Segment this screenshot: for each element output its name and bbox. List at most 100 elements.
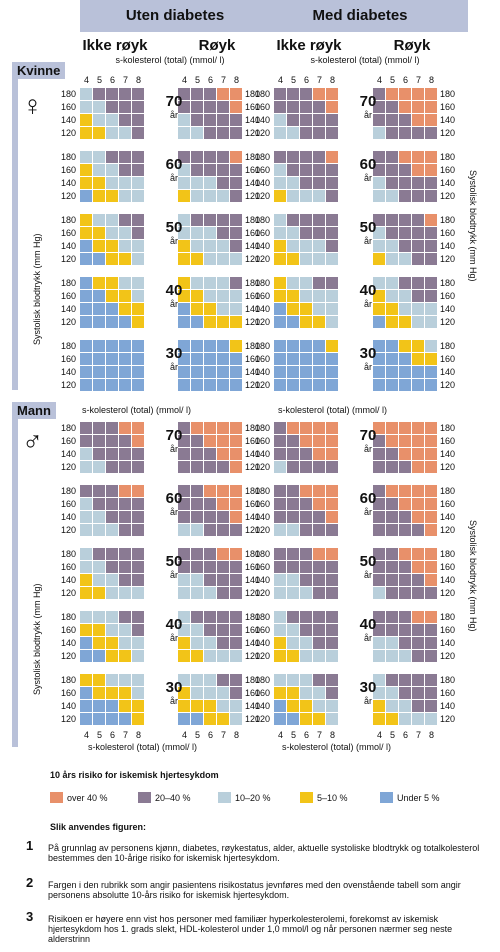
risk-cell [204,366,216,378]
risk-cell [326,227,338,239]
risk-cell [373,611,385,623]
risk-cell [93,253,105,265]
risk-cell [313,650,325,662]
risk-cell [425,88,437,100]
bp-tick-label: 120 [245,317,261,327]
age-label-50: 50 år [161,554,187,581]
risk-cell [425,151,437,163]
risk-cell [425,498,437,510]
risk-cell [230,366,242,378]
risk-cell [217,151,229,163]
bp-tick-label: 120 [254,651,270,661]
chol-tick-label: 8 [428,730,434,740]
risk-cell [119,650,131,662]
risk-cell [217,101,229,113]
risk-cell [373,101,385,113]
risk-cell [300,151,312,163]
risk-cell [300,637,312,649]
age-value: 50 [359,553,377,570]
bp-tick-label: 140 [60,512,76,522]
risk-cell [204,214,216,226]
risk-cell [412,151,424,163]
age-unit: år [169,236,178,246]
risk-grid-men-age70-col3 [274,422,338,473]
risk-cell [300,353,312,365]
risk-cell [204,290,216,302]
risk-cell [274,151,286,163]
risk-cell [287,637,299,649]
risk-cell [191,713,203,725]
risk-cell [274,574,286,586]
risk-cell [93,674,105,686]
age-label-60: 60 år [355,491,381,518]
note-2-text: Fargen i den rubrikk som angir pasienten… [48,880,461,900]
bp-tick-label: 140 [254,241,270,251]
legend-swatch [50,792,63,803]
note-1-text: På grunnlag av personens kjønn, diabetes… [48,843,480,863]
risk-cell [326,340,338,352]
risk-grid-men-age70-col4 [373,422,437,473]
risk-cell [399,101,411,113]
risk-cell [217,587,229,599]
risk-cell [386,164,398,176]
risk-cell [230,101,242,113]
risk-cell [106,561,118,573]
risk-cell [386,574,398,586]
risk-cell [313,101,325,113]
risk-cell [217,316,229,328]
risk-cell [313,316,325,328]
risk-cell [178,227,190,239]
risk-cell [132,316,144,328]
risk-cell [204,253,216,265]
risk-cell [425,674,437,686]
risk-cell [80,114,92,126]
legend-item-r10: 10–20 % [218,792,271,803]
legend-item-r5: 5–10 % [300,792,348,803]
age-label-60: 60 år [161,491,187,518]
risk-cell [287,303,299,315]
bp-tick-label: 120 [60,651,76,661]
risk-cell [326,366,338,378]
risk-cell [373,448,385,460]
risk-cell [412,713,424,725]
bp-tick-label: 180 [440,278,456,288]
risk-cell [313,340,325,352]
risk-cell [313,637,325,649]
bp-tick-label: 180 [60,341,76,351]
risk-cell [178,164,190,176]
risk-cell [373,461,385,473]
bp-tick-label: 160 [60,625,76,635]
risk-cell [93,574,105,586]
risk-grid-women-age60-col3 [274,151,338,202]
risk-cell [373,214,385,226]
risk-cell [191,164,203,176]
bp-label-women-left: Systolisk blodtrykk (mm Hg) [32,233,42,345]
legend-item-r40: over 40 % [50,792,108,803]
risk-cell [119,164,131,176]
risk-cell [373,637,385,649]
risk-cell [191,700,203,712]
sex-label-mann: Mann [12,402,56,419]
bp-tick-label: 140 [245,115,261,125]
risk-cell [373,524,385,536]
risk-cell [230,303,242,315]
risk-cell [412,524,424,536]
bp-tick-label: 140 [60,304,76,314]
risk-cell [287,114,299,126]
age-label-60: 60 år [161,157,187,184]
risk-cell [386,379,398,391]
chol-tick-label: 6 [402,75,408,85]
risk-cell [93,650,105,662]
age-value: 40 [165,282,183,299]
chol-tick-label: 5 [389,730,395,740]
bp-tick-label: 160 [254,625,270,635]
bp-tick-label: 160 [440,291,456,301]
risk-cell [80,498,92,510]
risk-cell [274,214,286,226]
age-value: 50 [165,219,183,236]
risk-cell [386,227,398,239]
risk-cell [230,127,242,139]
risk-cell [274,340,286,352]
risk-cell [93,88,105,100]
